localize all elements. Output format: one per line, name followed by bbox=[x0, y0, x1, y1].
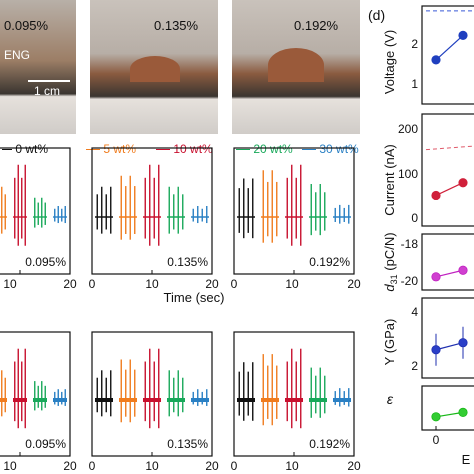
legend-label: 30 wt% bbox=[319, 142, 359, 156]
x-tick-label: 0 bbox=[89, 277, 96, 291]
x-tick-label: 10 bbox=[145, 459, 159, 473]
strain-label: 0.135% bbox=[167, 437, 208, 451]
plot-frame bbox=[233, 147, 355, 275]
x-tick-label: 0 bbox=[433, 433, 440, 447]
y-axis-label: ε bbox=[387, 391, 394, 407]
x-tick-label: 0 bbox=[231, 277, 238, 291]
legend-label: 5 wt% bbox=[103, 142, 137, 156]
plot-frame bbox=[421, 385, 474, 431]
data-point bbox=[458, 338, 468, 348]
curved-film bbox=[268, 48, 324, 82]
legend-line bbox=[2, 149, 12, 151]
plot-frame bbox=[421, 113, 474, 227]
y-axis-label: d31 (pC/N) bbox=[382, 232, 399, 291]
x-tick-label: 0 bbox=[231, 459, 238, 473]
x-axis-label-partial: E bbox=[462, 452, 471, 467]
x-tick-label: 10 bbox=[3, 459, 17, 473]
y-tick-label: 1 bbox=[411, 77, 418, 91]
x-tick-label: 10 bbox=[3, 277, 17, 291]
curved-film bbox=[130, 56, 180, 82]
plot-frame bbox=[91, 331, 213, 457]
data-point bbox=[431, 190, 441, 201]
reference-line bbox=[425, 145, 474, 151]
legend-label: 20 wt% bbox=[253, 142, 293, 156]
plot-frame bbox=[421, 233, 474, 291]
data-point bbox=[431, 55, 441, 65]
y-tick-label: 2 bbox=[411, 359, 418, 373]
plot-frame bbox=[0, 331, 71, 457]
legend-line bbox=[156, 149, 170, 151]
strain-label: 0.095% bbox=[25, 255, 66, 269]
data-point bbox=[431, 412, 441, 422]
data-point bbox=[458, 30, 468, 41]
legend-label: 10 wt% bbox=[173, 142, 213, 156]
series-line bbox=[435, 269, 464, 278]
data-point bbox=[431, 272, 441, 282]
y-tick-label: 200 bbox=[398, 122, 418, 136]
x-tick-label: 0 bbox=[89, 459, 96, 473]
data-point bbox=[431, 345, 441, 355]
x-tick-label: 20 bbox=[347, 459, 361, 473]
photo-strain-2: 0.135% bbox=[90, 0, 218, 134]
y-tick-label: -18 bbox=[401, 237, 419, 251]
strain-label: 0.135% bbox=[154, 18, 199, 33]
legend-line bbox=[302, 149, 316, 151]
y-tick-label: 0 bbox=[411, 211, 418, 225]
legend-entry: 10 wt% bbox=[156, 142, 213, 156]
plot-frame bbox=[91, 147, 213, 275]
strain-label: 0.192% bbox=[309, 255, 350, 269]
scale-bar-label: 1 cm bbox=[34, 84, 61, 98]
legend: 0 wt% 5 wt% 10 wt% 20 wt% 30 wt% bbox=[0, 142, 372, 160]
y-axis-label: Current (nA) bbox=[382, 144, 397, 216]
x-tick-label: 10 bbox=[285, 459, 299, 473]
legend-entry: 0 wt% bbox=[2, 142, 48, 156]
x-tick-label: 10 bbox=[145, 277, 159, 291]
x-tick-label: 20 bbox=[63, 277, 77, 291]
legend-entry: 5 wt% bbox=[86, 142, 136, 156]
device-label: ENG bbox=[4, 48, 31, 62]
plot-frame bbox=[421, 5, 474, 105]
y-tick-label: -20 bbox=[401, 274, 419, 288]
strain-label: 0.192% bbox=[294, 18, 339, 33]
plot-frame bbox=[0, 147, 71, 275]
series-line bbox=[435, 342, 464, 351]
y-tick-label: 2 bbox=[411, 37, 418, 51]
x-tick-label: 20 bbox=[347, 277, 361, 291]
y-tick-label: 4 bbox=[411, 305, 418, 319]
series-line bbox=[435, 411, 464, 418]
strain-label: 0.135% bbox=[167, 255, 208, 269]
series-line bbox=[435, 34, 464, 61]
y-tick-label: 100 bbox=[398, 167, 418, 181]
legend-entry: 20 wt% bbox=[236, 142, 293, 156]
legend-label: 0 wt% bbox=[15, 142, 49, 156]
scale-bar bbox=[28, 80, 70, 82]
x-axis-label: Time (sec) bbox=[164, 290, 225, 305]
photo-strain-3: 0.192% bbox=[232, 0, 360, 134]
x-tick-label: 10 bbox=[285, 277, 299, 291]
legend-entry: 30 wt% bbox=[302, 142, 359, 156]
data-point bbox=[458, 407, 468, 417]
strain-label: 0.095% bbox=[25, 437, 66, 451]
plot-frame bbox=[233, 331, 355, 457]
x-tick-label: 20 bbox=[205, 277, 219, 291]
panel-label: (d) bbox=[368, 7, 385, 23]
x-tick-label: 20 bbox=[205, 459, 219, 473]
photo-strain-1: 0.095% ENG 1 cm bbox=[0, 0, 76, 134]
series-line bbox=[435, 182, 464, 196]
data-point bbox=[458, 265, 468, 275]
legend-line bbox=[86, 149, 100, 151]
plot-frame bbox=[421, 297, 474, 379]
strain-label: 0.192% bbox=[309, 437, 350, 451]
y-axis-label: Y (GPa) bbox=[382, 319, 397, 366]
data-point bbox=[458, 178, 468, 188]
x-tick-label: 20 bbox=[63, 459, 77, 473]
y-axis-label: Voltage (V) bbox=[382, 30, 397, 94]
strain-label: 0.095% bbox=[4, 18, 49, 33]
legend-line bbox=[236, 149, 250, 151]
